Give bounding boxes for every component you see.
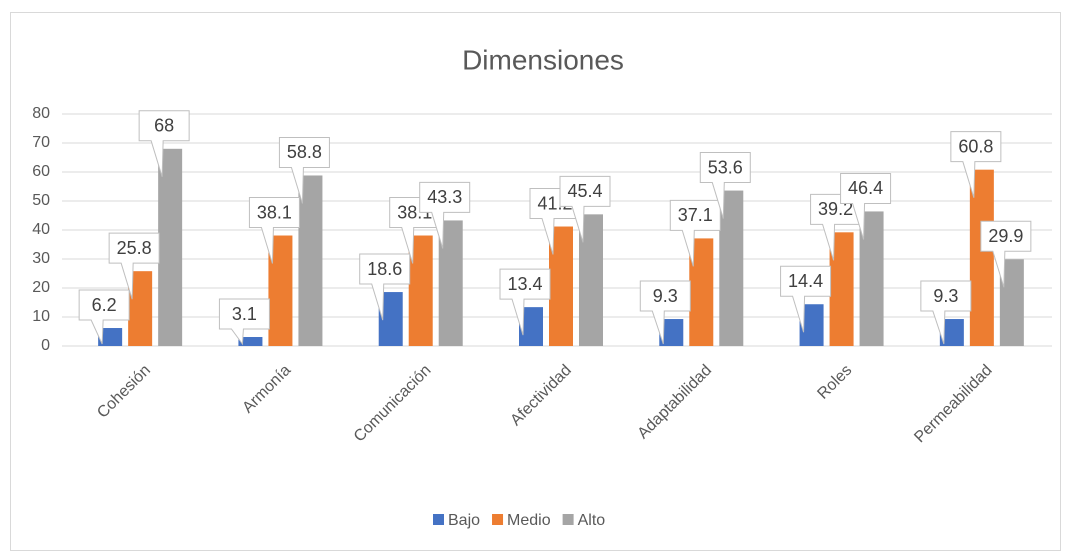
legend-label: Bajo bbox=[448, 512, 480, 529]
callout bbox=[78, 289, 130, 345]
data-label-text: 29.9 bbox=[988, 226, 1023, 246]
data-label-text: 25.8 bbox=[117, 238, 152, 258]
data-label: 45.4 bbox=[559, 175, 611, 243]
data-label: 53.6 bbox=[699, 152, 751, 219]
bar bbox=[98, 328, 123, 346]
data-label: 9.3 bbox=[920, 280, 972, 345]
data-label-text: 9.3 bbox=[653, 286, 678, 306]
bar bbox=[158, 148, 183, 346]
bar bbox=[298, 175, 323, 346]
data-label-text: 18.6 bbox=[367, 259, 402, 279]
data-label: 6.2 bbox=[78, 289, 130, 345]
data-label-text: 13.4 bbox=[507, 274, 542, 294]
data-label: 14.4 bbox=[780, 265, 832, 333]
data-label-text: 46.4 bbox=[848, 178, 883, 198]
data-label: 68 bbox=[138, 110, 190, 177]
data-label: 29.9 bbox=[980, 220, 1032, 288]
data-label-text: 39.2 bbox=[818, 199, 853, 219]
data-label: 9.3 bbox=[639, 280, 691, 345]
legend-label: Medio bbox=[507, 512, 551, 529]
y-tick-label: 40 bbox=[32, 221, 50, 238]
callout bbox=[699, 152, 751, 219]
data-label: 46.4 bbox=[840, 172, 892, 240]
y-tick-label: 0 bbox=[41, 337, 50, 354]
legend-swatch bbox=[492, 514, 504, 525]
bar bbox=[969, 169, 994, 346]
callout bbox=[278, 136, 330, 204]
y-tick-label: 30 bbox=[32, 250, 50, 267]
data-label: 18.6 bbox=[359, 253, 411, 321]
data-label-text: 60.8 bbox=[958, 136, 993, 156]
bar bbox=[238, 337, 263, 346]
callout bbox=[780, 265, 832, 333]
data-label: 43.3 bbox=[419, 181, 471, 249]
data-label: 38.1 bbox=[248, 197, 300, 264]
legend-label: Alto bbox=[578, 512, 606, 529]
callout bbox=[218, 298, 270, 346]
y-tick-label: 60 bbox=[32, 163, 50, 180]
callout bbox=[559, 175, 611, 243]
legend-swatch bbox=[433, 514, 444, 525]
callout bbox=[980, 220, 1032, 288]
callout bbox=[499, 268, 551, 336]
data-label-text: 9.3 bbox=[933, 286, 958, 306]
callout bbox=[840, 172, 892, 240]
callout bbox=[950, 131, 1002, 198]
data-label-text: 43.3 bbox=[427, 187, 462, 207]
data-label-text: 38.1 bbox=[257, 202, 292, 222]
data-label: 3.1 bbox=[218, 298, 270, 346]
y-tick-label: 50 bbox=[32, 192, 50, 209]
y-tick-label: 70 bbox=[32, 134, 50, 151]
data-label-text: 58.8 bbox=[287, 142, 322, 162]
legend-swatch bbox=[562, 514, 574, 525]
data-label: 58.8 bbox=[278, 136, 330, 204]
data-label-text: 14.4 bbox=[788, 271, 823, 291]
callout bbox=[639, 280, 691, 345]
y-tick-label: 20 bbox=[32, 279, 50, 296]
y-tick-label: 10 bbox=[32, 308, 50, 325]
data-label-text: 45.4 bbox=[567, 181, 602, 201]
callout bbox=[920, 280, 972, 345]
chart-title: Dimensiones bbox=[462, 44, 624, 75]
data-label-text: 6.2 bbox=[92, 295, 117, 315]
callout bbox=[359, 253, 411, 321]
data-label: 60.8 bbox=[950, 131, 1002, 198]
data-label-text: 37.1 bbox=[678, 205, 713, 225]
data-label: 37.1 bbox=[669, 199, 721, 267]
y-tick-label: 80 bbox=[32, 105, 50, 122]
data-label-text: 53.6 bbox=[708, 157, 743, 177]
callout bbox=[248, 197, 300, 264]
callout bbox=[138, 110, 190, 177]
data-label-text: 3.1 bbox=[232, 304, 257, 324]
data-label: 25.8 bbox=[108, 232, 160, 300]
callout bbox=[108, 232, 160, 300]
callout bbox=[419, 181, 471, 249]
data-label-text: 68 bbox=[154, 116, 174, 136]
data-label: 13.4 bbox=[499, 268, 551, 336]
